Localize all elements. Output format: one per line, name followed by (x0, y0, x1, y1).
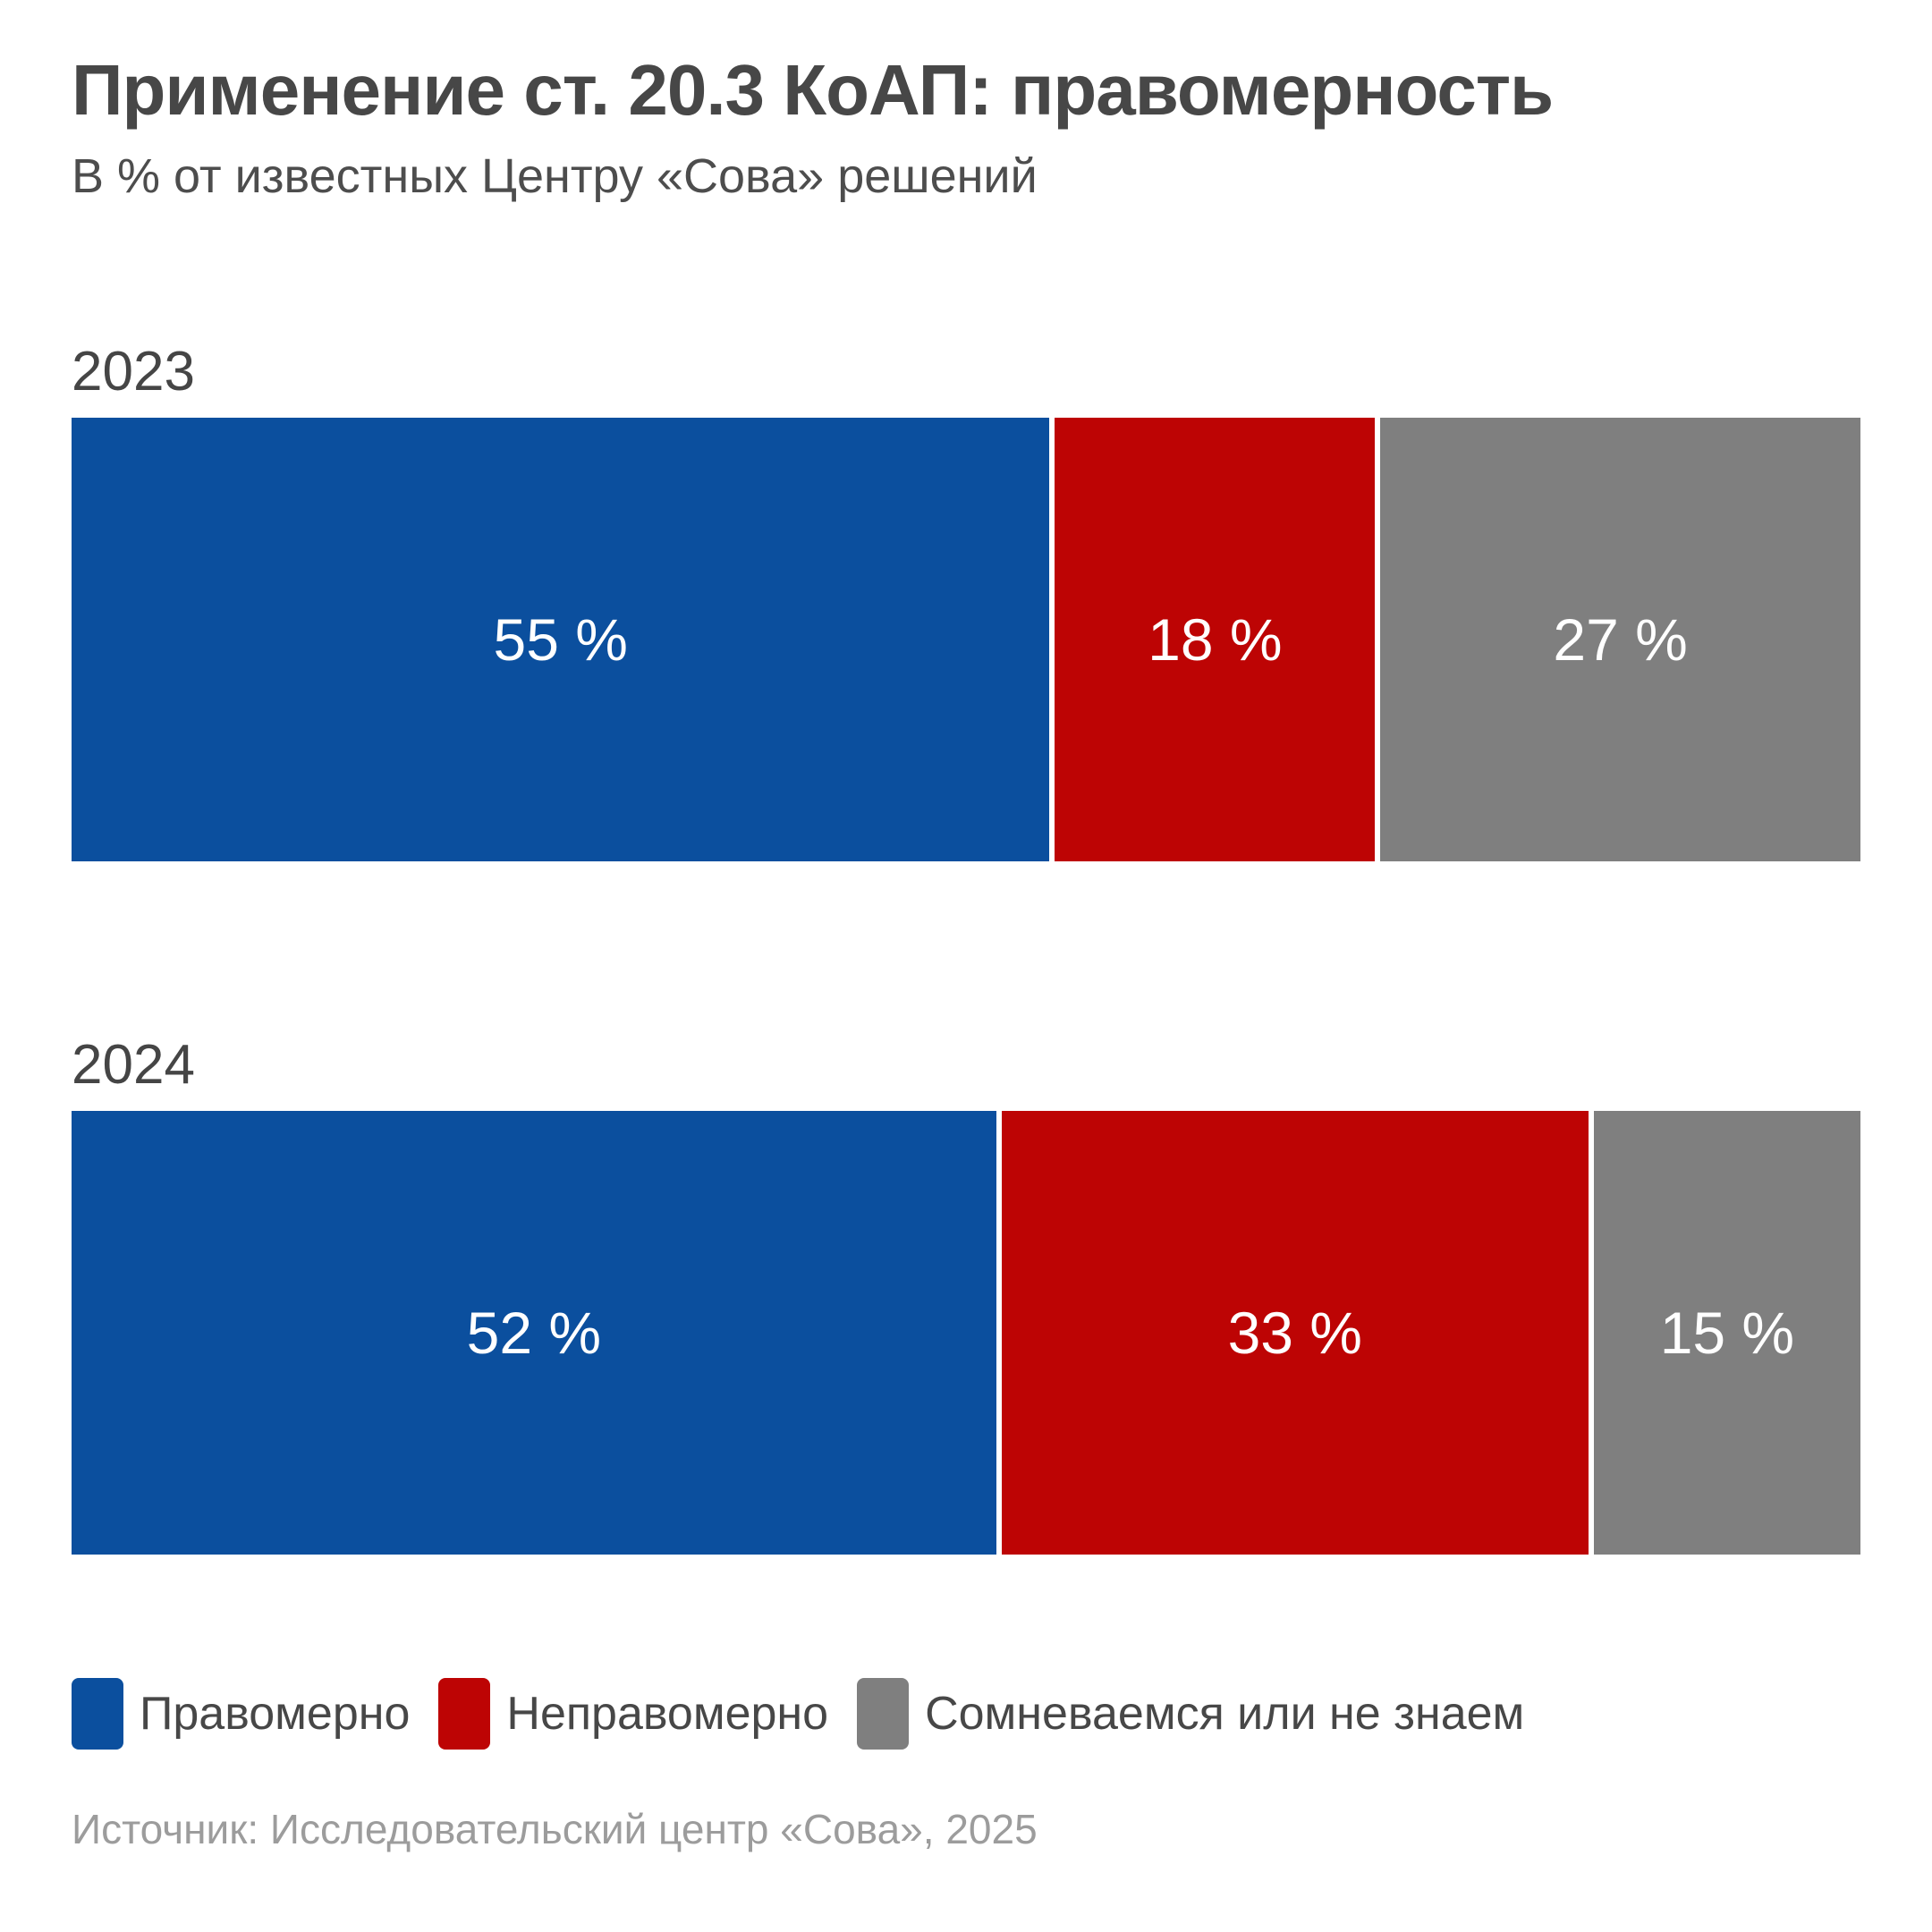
bar-value-label: 27 % (1553, 606, 1688, 674)
bar-value-label: 15 % (1659, 1300, 1795, 1367)
legend-swatch-doubt (857, 1678, 910, 1750)
bar-segment-2023-0: 55 % (72, 418, 1050, 862)
bar-group-2023: 2023 55 % 18 % 27 % (72, 340, 1861, 862)
year-label-2023: 2023 (72, 341, 195, 403)
year-label-2024: 2024 (72, 1034, 195, 1097)
bar-segment-2024-2: 15 % (1593, 1111, 1861, 1555)
legend: Правомерно Неправомерно Сомневаемся или … (72, 1678, 1860, 1750)
chart-title: Применение ст. 20.3 КоАП: правомерность (72, 50, 1554, 130)
bar-value-label: 18 % (1148, 606, 1283, 674)
bar-segment-2024-1: 33 % (1001, 1111, 1589, 1555)
bar-value-label: 33 % (1227, 1300, 1362, 1367)
bar-segment-2023-1: 18 % (1055, 418, 1376, 862)
legend-label-doubt: Сомневаемся или не знаем (925, 1688, 1525, 1741)
stacked-bar-2024: 52 % 33 % 15 % (72, 1111, 1861, 1555)
legend-label-unlawful: Неправомерно (506, 1688, 829, 1741)
legend-item-unlawful: Неправомерно (438, 1678, 828, 1750)
bar-group-2024: 2024 52 % 33 % 15 % (72, 1033, 1861, 1555)
bar-segment-2023-2: 27 % (1380, 418, 1861, 862)
bar-segment-2024-0: 52 % (72, 1111, 996, 1555)
chart-subtitle: В % от известных Центру «Сова» решений (72, 149, 1038, 204)
source-note: Источник: Исследовательский центр «Сова»… (72, 1806, 1038, 1853)
stacked-bar-2023: 55 % 18 % 27 % (72, 418, 1861, 862)
bar-value-label: 55 % (493, 606, 628, 674)
legend-item-lawful: Правомерно (72, 1678, 410, 1750)
legend-label-lawful: Правомерно (140, 1688, 411, 1741)
bar-value-label: 52 % (466, 1300, 602, 1367)
legend-swatch-lawful (72, 1678, 123, 1750)
legend-item-doubt: Сомневаемся или не знаем (857, 1678, 1524, 1750)
legend-swatch-unlawful (438, 1678, 491, 1750)
